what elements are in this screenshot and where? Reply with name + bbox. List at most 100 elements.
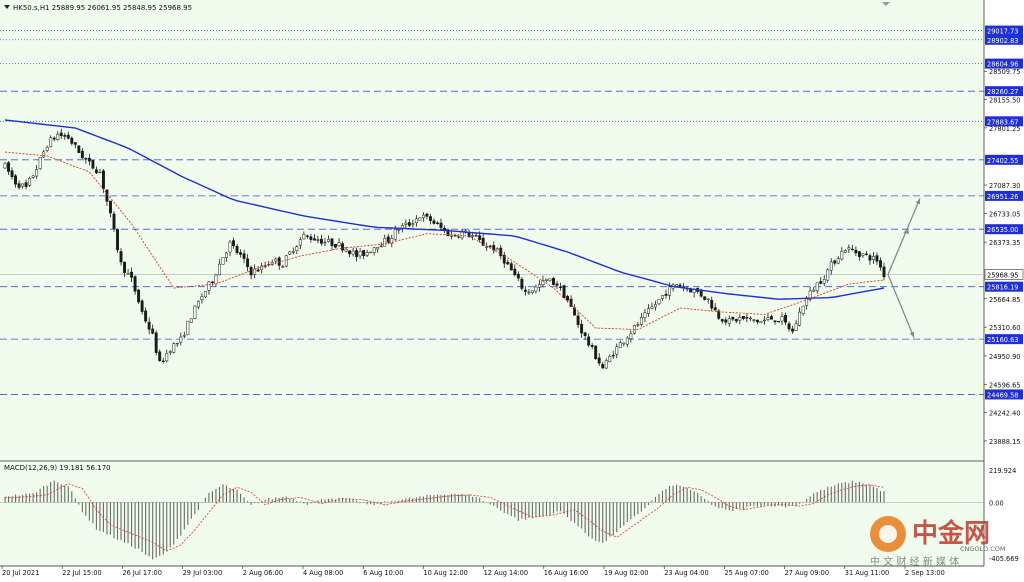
price-tick-label: 27087.30	[989, 182, 1020, 190]
candle-body	[587, 336, 591, 346]
candle-body	[112, 213, 116, 229]
candle-body	[545, 278, 548, 281]
level-price-text: 28902.83	[987, 37, 1018, 45]
candle-body	[548, 278, 552, 281]
level-price-tag	[985, 25, 1023, 36]
price-tick-label: 26733.05	[989, 210, 1020, 218]
candle-body	[720, 319, 724, 322]
candle-body	[569, 298, 573, 307]
level-price-tag	[985, 334, 1023, 345]
candle-body	[502, 255, 506, 264]
time-tick-label: 2 Aug 06:00	[243, 569, 283, 577]
time-tick-label: 10 Aug 12:00	[423, 569, 467, 577]
level-price-text: 28604.96	[987, 61, 1018, 69]
candle-body	[372, 247, 376, 253]
candle-body	[471, 235, 475, 237]
candle-body	[418, 217, 422, 221]
candle-body	[752, 319, 756, 321]
candle-body	[622, 342, 626, 345]
up-arrow-line	[887, 198, 921, 275]
level-price-tag	[985, 34, 1023, 45]
candle-body	[274, 258, 278, 262]
candle-body	[566, 295, 570, 301]
time-tick-label: 20 Jul 2021	[2, 569, 39, 577]
candle-body	[221, 257, 225, 265]
up-arrow-mid-icon	[903, 228, 909, 234]
time-tick-label: 31 Aug 11:00	[845, 569, 889, 577]
candle-body	[678, 284, 682, 287]
candle-body	[210, 281, 214, 283]
macd-tick-label: 0.00	[989, 499, 1004, 507]
candle-body	[485, 246, 489, 248]
candle-body	[555, 283, 559, 286]
candle-body	[253, 268, 257, 275]
time-tick-label: 2 Sep 13:00	[905, 569, 945, 577]
candle-body	[748, 317, 752, 320]
candle-body	[288, 251, 292, 255]
candle-body	[457, 236, 461, 238]
shift-marker-icon[interactable]	[882, 2, 890, 6]
candle-body	[295, 246, 299, 251]
candle-body	[186, 320, 190, 335]
candle-body	[379, 245, 383, 247]
macd-header: MACD(12,26,9) 19.181 56.170	[4, 464, 111, 472]
candle-body	[879, 260, 882, 268]
level-price-tag	[985, 86, 1023, 97]
candle-body	[376, 246, 380, 250]
price-axis-labels: 28509.75 28155.50 27801.25 27087.30 26733.05…	[984, 68, 1020, 446]
candle-body	[499, 247, 503, 257]
price-tick-label: 28155.50	[989, 97, 1020, 105]
candle-body	[228, 241, 232, 253]
level-price-text: 27402.55	[987, 157, 1018, 165]
price-panel-background	[0, 0, 984, 460]
candle-body	[158, 351, 162, 362]
candle-body	[562, 285, 566, 298]
candle-body	[534, 286, 538, 292]
candle-body	[425, 213, 429, 217]
candle-body	[109, 200, 112, 214]
candle-body	[362, 250, 366, 256]
candle-body	[436, 222, 439, 224]
time-tick-label: 26 Jul 17:00	[122, 569, 162, 577]
candle-body	[397, 229, 401, 231]
time-tick-label: 19 Aug 02:00	[604, 569, 648, 577]
candle-body	[826, 269, 830, 281]
candle-body	[281, 266, 285, 268]
candle-body	[249, 266, 253, 276]
candle-body	[52, 137, 56, 140]
candle-body	[42, 151, 46, 158]
candle-body	[710, 299, 714, 309]
menu-triangle-icon[interactable]	[4, 5, 10, 9]
candle-body	[80, 150, 84, 159]
candle-body	[629, 333, 633, 340]
candle-body	[24, 182, 28, 187]
candles	[3, 128, 886, 370]
candle-body	[316, 239, 320, 241]
candle-body	[668, 286, 671, 296]
candle-body	[875, 255, 879, 262]
candle-body	[393, 229, 397, 240]
candle-body	[495, 248, 499, 251]
time-tick-label: 23 Aug 04:00	[664, 569, 708, 577]
candle-body	[664, 293, 668, 296]
candle-body	[284, 255, 288, 267]
projection-arrows	[887, 198, 921, 338]
watermark-tagline: 中 文 财 经 新 媒 体	[870, 555, 959, 568]
candle-body	[123, 261, 126, 273]
candle-body	[812, 289, 816, 292]
candle-body	[207, 281, 211, 291]
candle-body	[734, 319, 738, 322]
price-tick-label: 25664.85	[989, 296, 1020, 304]
candle-body	[836, 258, 840, 264]
candle-body	[864, 253, 868, 256]
candle-body	[189, 318, 193, 323]
watermark-brand: 中金网	[912, 518, 990, 549]
candle-body	[773, 320, 777, 323]
candle-body	[246, 258, 250, 268]
candle-body	[196, 301, 200, 308]
candle-body	[407, 222, 411, 226]
time-tick-label: 16 Aug 16:00	[544, 569, 588, 577]
candle-body	[414, 218, 418, 223]
candle-body	[513, 268, 517, 276]
candle-body	[738, 317, 742, 321]
